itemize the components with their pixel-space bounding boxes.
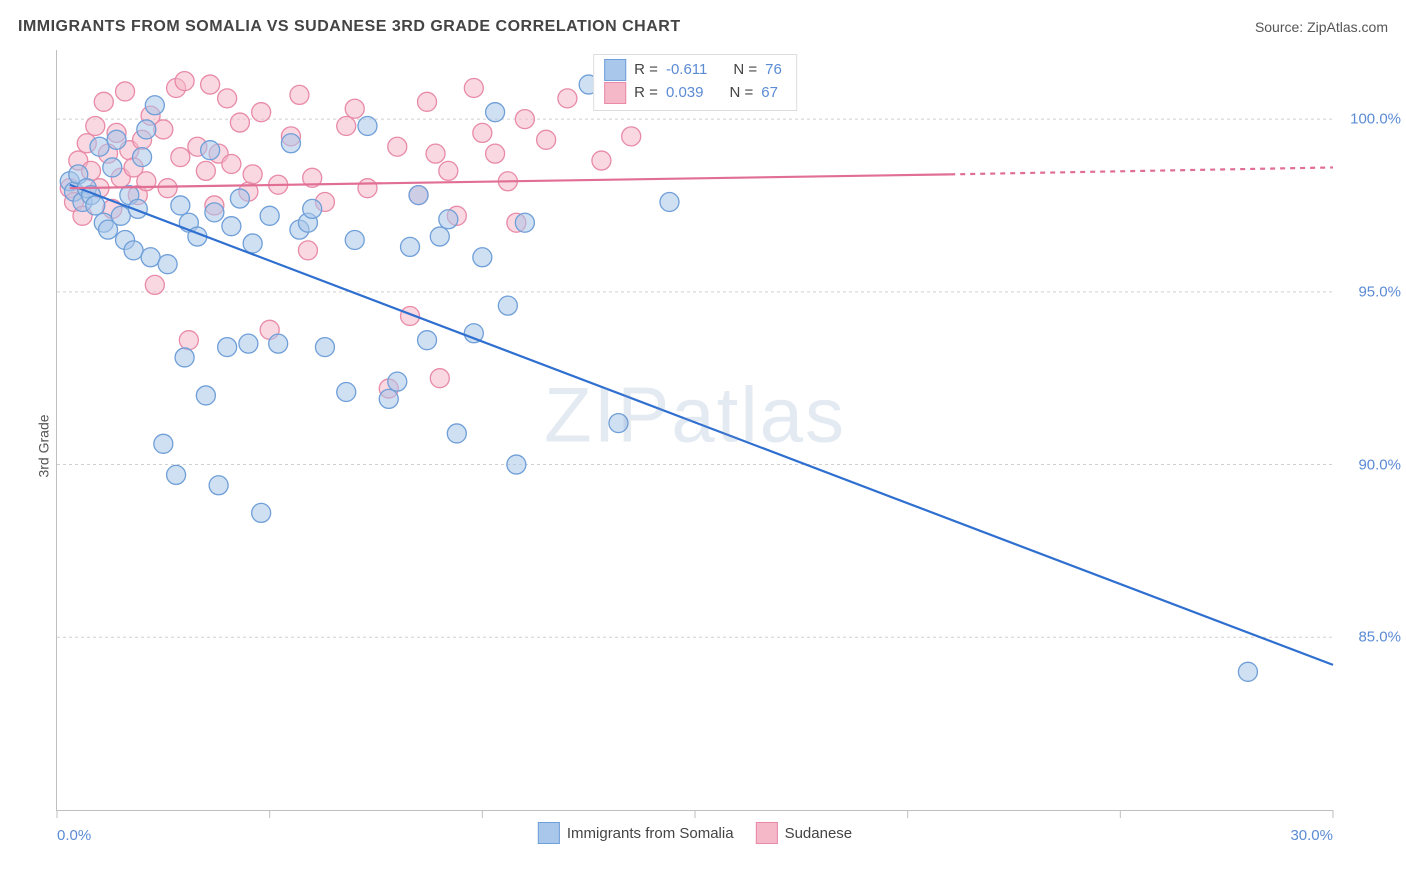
x-tick-label: 0.0% xyxy=(57,827,91,844)
legend-swatch xyxy=(604,82,626,104)
legend-r-label: R = xyxy=(634,82,658,105)
chart-svg xyxy=(57,50,1333,810)
y-axis-label: 3rd Grade xyxy=(36,414,52,477)
source-label: Source: ZipAtlas.com xyxy=(1255,19,1388,35)
legend-swatch xyxy=(756,822,778,844)
series-legend-item: Sudanese xyxy=(756,822,853,844)
stats-legend-row: R = -0.611 N = 76 xyxy=(604,59,782,82)
y-tick-label: 85.0% xyxy=(1358,629,1401,646)
y-tick-label: 95.0% xyxy=(1358,283,1401,300)
title-bar: IMMIGRANTS FROM SOMALIA VS SUDANESE 3RD … xyxy=(18,18,1388,36)
series-legend-label: Sudanese xyxy=(785,825,853,842)
legend-swatch xyxy=(538,822,560,844)
chart-title: IMMIGRANTS FROM SOMALIA VS SUDANESE 3RD … xyxy=(18,18,681,36)
legend-n-label: N = xyxy=(733,59,757,82)
stats-legend-row: R = 0.039 N = 67 xyxy=(604,82,782,105)
legend-n-value: 76 xyxy=(765,59,782,82)
series-legend-label: Immigrants from Somalia xyxy=(567,825,734,842)
plot-area: ZIPatlas R = -0.611N = 76R = 0.039N = 67… xyxy=(56,50,1333,811)
legend-n-label: N = xyxy=(729,82,753,105)
series-legend-item: Immigrants from Somalia xyxy=(538,822,734,844)
x-tick-label: 30.0% xyxy=(1290,827,1333,844)
y-tick-label: 100.0% xyxy=(1350,111,1401,128)
legend-r-value: 0.039 xyxy=(666,82,704,105)
source-prefix: Source: xyxy=(1255,19,1307,35)
legend-r-value: -0.611 xyxy=(666,59,707,82)
y-tick-label: 90.0% xyxy=(1358,456,1401,473)
legend-n-value: 67 xyxy=(761,82,778,105)
legend-r-label: R = xyxy=(634,59,658,82)
legend-swatch xyxy=(604,59,626,81)
series-legend: Immigrants from Somalia Sudanese xyxy=(538,822,852,844)
stats-legend: R = -0.611 N = 76 R = 0.039 N = 67 xyxy=(593,54,797,111)
source-name: ZipAtlas.com xyxy=(1307,19,1388,35)
